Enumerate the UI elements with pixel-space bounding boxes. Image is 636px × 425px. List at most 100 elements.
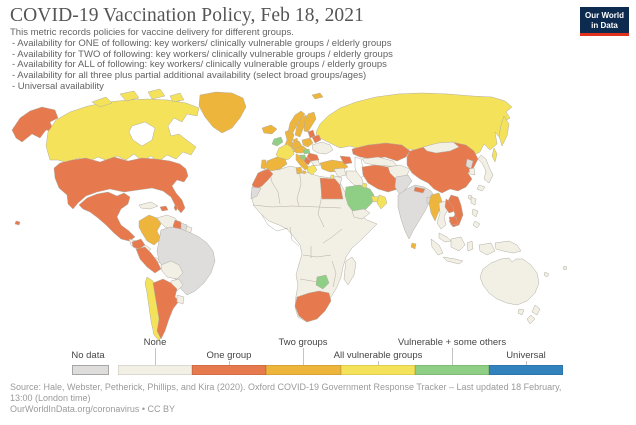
country-morocco[interactable] (251, 168, 274, 190)
country-new-zealand-north[interactable] (531, 304, 541, 316)
country-tunisia[interactable] (295, 166, 303, 175)
country-indonesia-borneo[interactable] (450, 236, 466, 252)
country-mexico[interactable] (78, 191, 136, 242)
hudson-bay (128, 121, 156, 147)
country-madagascar[interactable] (343, 256, 357, 286)
legend-label-no-data: No data (71, 350, 105, 361)
country-myanmar[interactable] (428, 192, 443, 222)
country-kuwait[interactable] (361, 182, 368, 189)
legend-segment-vulnerable-plus[interactable] (414, 365, 489, 375)
legend-segment-one-group[interactable] (192, 365, 267, 375)
legend-swatch-no-data[interactable] (72, 365, 109, 375)
country-hispaniola[interactable] (159, 205, 169, 212)
map-countries (11, 88, 568, 342)
country-uruguay[interactable] (176, 294, 185, 305)
country-new-zealand-south[interactable] (526, 314, 536, 325)
country-ukraine[interactable] (311, 141, 334, 155)
country-norway[interactable] (287, 110, 306, 135)
country-fiji[interactable] (562, 265, 568, 271)
country-usa[interactable] (53, 156, 189, 214)
country-svalbard[interactable] (311, 92, 324, 100)
country-mongolia[interactable] (422, 141, 460, 154)
country-nepal[interactable] (413, 186, 426, 194)
country-hungary[interactable] (302, 148, 311, 155)
country-syria[interactable] (333, 167, 347, 178)
country-poland[interactable] (301, 137, 314, 148)
country-greenland[interactable] (198, 91, 247, 134)
country-canada-arctic-1[interactable] (91, 96, 113, 108)
country-cambodia[interactable] (448, 216, 459, 226)
country-sri-lanka[interactable] (410, 242, 417, 250)
country-portugal[interactable] (260, 159, 267, 170)
country-brazil[interactable] (156, 226, 216, 296)
country-yemen[interactable] (351, 208, 371, 220)
country-canada[interactable] (45, 98, 200, 164)
country-indonesia-sulawesi[interactable] (466, 240, 474, 252)
country-philippines-3[interactable] (472, 220, 481, 229)
legend-tick (303, 348, 304, 365)
country-japan[interactable] (477, 154, 494, 184)
country-south-korea[interactable] (468, 167, 476, 176)
country-france[interactable] (275, 143, 295, 162)
country-tasmania[interactable] (517, 308, 525, 316)
country-bolivia[interactable] (160, 260, 184, 280)
owid-logo[interactable]: Our World in Data (580, 7, 629, 36)
country-belarus[interactable] (311, 134, 322, 144)
country-peru[interactable] (135, 246, 162, 274)
legend-tick (378, 361, 379, 365)
country-russia-kamchatka[interactable] (498, 115, 510, 147)
country-ecuador[interactable] (131, 238, 146, 250)
country-new-caledonia[interactable] (543, 271, 550, 278)
country-indonesia-papua[interactable] (478, 242, 496, 256)
country-pakistan[interactable] (394, 174, 413, 196)
country-south-africa[interactable] (294, 290, 332, 323)
country-philippines-1[interactable] (470, 196, 477, 206)
legend-segment-all-vulnerable[interactable] (340, 365, 415, 375)
country-egypt[interactable] (319, 177, 344, 200)
country-serbia[interactable] (303, 156, 312, 166)
country-australia[interactable] (479, 257, 540, 306)
country-iceland[interactable] (261, 124, 278, 135)
africa-internal-borders (252, 168, 343, 288)
country-cuba[interactable] (138, 201, 159, 210)
country-hawaii[interactable] (14, 220, 21, 226)
country-zimbabwe[interactable] (315, 274, 330, 290)
country-lesser-antilles[interactable] (173, 204, 179, 212)
country-western-sahara[interactable] (250, 186, 262, 200)
country-papua-new-guinea[interactable] (494, 240, 522, 254)
country-ireland[interactable] (271, 136, 284, 147)
legend-label-one-group: One group (206, 350, 252, 361)
legend-tick (155, 348, 156, 365)
country-argentina[interactable] (152, 278, 180, 340)
country-bulgaria[interactable] (310, 159, 321, 167)
country-russia-sakhalin[interactable] (491, 147, 498, 163)
country-greece[interactable] (306, 164, 318, 176)
country-spain[interactable] (264, 156, 288, 172)
country-canada-arctic-3[interactable] (147, 88, 166, 100)
country-canada-arctic-2[interactable] (119, 90, 140, 102)
subtitle-line: - Availability for TWO of following: key… (12, 48, 393, 60)
country-kazakhstan[interactable] (351, 142, 411, 162)
country-china[interactable] (406, 141, 479, 194)
country-japan-south[interactable] (476, 184, 486, 192)
country-indonesia-java[interactable] (442, 256, 464, 265)
legend-segment-universal[interactable] (488, 365, 564, 375)
country-indonesia-sumatra[interactable] (430, 238, 444, 256)
country-oman[interactable] (376, 194, 388, 210)
country-finland[interactable] (303, 111, 317, 133)
legend-segment-none[interactable] (118, 365, 193, 375)
legend-segment-two-groups[interactable] (266, 365, 341, 375)
legend-color-bar (118, 365, 564, 375)
region-caucasus[interactable] (339, 155, 353, 165)
country-india[interactable] (397, 184, 436, 240)
legend-label-vulnerable-plus: Vulnerable + some others (397, 336, 507, 348)
country-philippines-2[interactable] (471, 208, 479, 218)
subtitle-line: - Universal availability (12, 80, 104, 92)
country-russia[interactable] (315, 92, 513, 157)
country-malaysia[interactable] (438, 232, 452, 243)
country-italy-sicily[interactable] (301, 170, 307, 175)
country-canada-arctic-4[interactable] (169, 92, 185, 103)
owid-link[interactable]: OurWorldInData.org/coronavirus • CC BY (10, 404, 176, 414)
